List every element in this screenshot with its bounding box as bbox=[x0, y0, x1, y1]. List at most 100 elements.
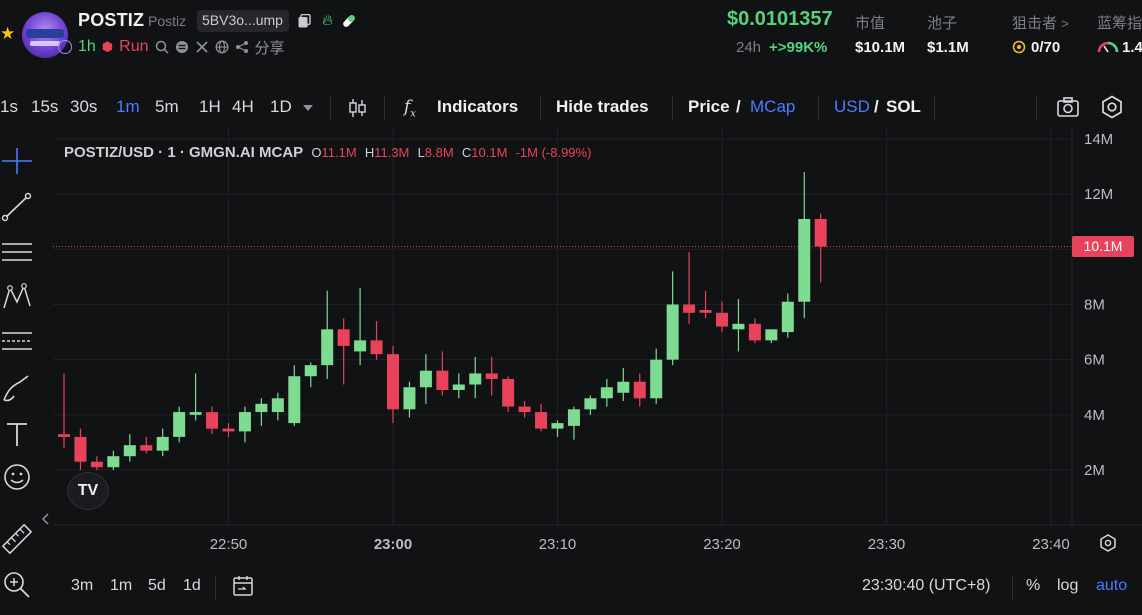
chevron-down-icon[interactable] bbox=[302, 103, 314, 113]
candle[interactable] bbox=[781, 293, 794, 338]
range-1d[interactable]: 1d bbox=[183, 577, 201, 594]
candle[interactable] bbox=[387, 345, 399, 424]
candle[interactable] bbox=[206, 406, 219, 435]
candle[interactable] bbox=[255, 398, 268, 426]
candle[interactable] bbox=[173, 406, 186, 443]
zoom-in-tool-icon[interactable] bbox=[0, 568, 34, 602]
candle[interactable] bbox=[90, 456, 103, 470]
candle[interactable] bbox=[666, 271, 679, 366]
candle[interactable] bbox=[748, 318, 761, 344]
x-twitter-icon[interactable] bbox=[195, 40, 209, 54]
candle[interactable] bbox=[452, 373, 465, 399]
favorite-star-icon[interactable]: ★ bbox=[0, 24, 16, 43]
ruler-tool-icon[interactable] bbox=[0, 522, 34, 556]
auto-scale-toggle[interactable]: auto bbox=[1096, 577, 1128, 594]
emoji-tool-icon[interactable] bbox=[0, 460, 34, 494]
brush-tool-icon[interactable] bbox=[0, 372, 34, 406]
mcap-toggle[interactable]: MCap bbox=[750, 97, 796, 116]
candle[interactable] bbox=[288, 365, 301, 426]
tradingview-logo[interactable]: TV bbox=[67, 472, 109, 510]
log-scale-toggle[interactable]: log bbox=[1057, 577, 1079, 594]
candle[interactable] bbox=[403, 381, 416, 418]
search-icon[interactable] bbox=[155, 40, 169, 54]
candle-body bbox=[321, 329, 334, 366]
copy-icon[interactable] bbox=[298, 14, 311, 28]
pattern-tool-icon[interactable] bbox=[0, 280, 34, 314]
candle[interactable] bbox=[732, 298, 745, 352]
candle[interactable] bbox=[370, 321, 383, 360]
candle[interactable] bbox=[716, 301, 728, 333]
candle[interactable] bbox=[798, 172, 811, 319]
indicators-fx-icon[interactable]: fx bbox=[404, 97, 416, 120]
interval-30s[interactable]: 30s bbox=[70, 97, 98, 116]
camera-icon[interactable] bbox=[1056, 96, 1080, 118]
price-toggle[interactable]: Price bbox=[688, 97, 730, 116]
token-address[interactable]: 5BV3o...ump bbox=[197, 10, 289, 32]
candle[interactable] bbox=[518, 401, 531, 418]
interval-4h[interactable]: 4H bbox=[232, 97, 254, 116]
candle[interactable] bbox=[271, 392, 284, 421]
candle[interactable] bbox=[633, 373, 646, 407]
interval-5m[interactable]: 5m bbox=[155, 97, 179, 116]
sol-toggle[interactable]: SOL bbox=[886, 97, 921, 116]
candle[interactable] bbox=[123, 434, 136, 462]
candle[interactable] bbox=[222, 423, 235, 437]
interval-1d[interactable]: 1D bbox=[270, 97, 292, 116]
usd-toggle[interactable]: USD bbox=[834, 97, 870, 116]
candle[interactable] bbox=[238, 406, 251, 443]
share-icon[interactable] bbox=[235, 40, 249, 54]
candle[interactable] bbox=[469, 356, 482, 399]
candlestick-type-icon[interactable] bbox=[348, 97, 368, 119]
candle[interactable] bbox=[683, 252, 696, 324]
candle[interactable] bbox=[337, 318, 350, 385]
candle[interactable] bbox=[650, 348, 663, 404]
candle[interactable] bbox=[140, 436, 153, 454]
candle[interactable] bbox=[419, 354, 432, 404]
interval-1s[interactable]: 1s bbox=[0, 97, 18, 116]
candlestick-chart[interactable]: 14M12M10M8M6M4M2M22:5023:0023:1023:2023:… bbox=[0, 128, 1142, 568]
trendline-tool-icon[interactable] bbox=[0, 190, 34, 224]
candle-body bbox=[304, 365, 317, 377]
candle[interactable] bbox=[436, 351, 449, 396]
candle[interactable] bbox=[584, 395, 597, 415]
crosshair-tool-icon[interactable] bbox=[0, 144, 34, 178]
interval-1h[interactable]: 1H bbox=[199, 97, 221, 116]
interval-15s[interactable]: 15s bbox=[31, 97, 59, 116]
globe-icon[interactable] bbox=[215, 40, 229, 54]
hide-trades-button[interactable]: Hide trades bbox=[556, 97, 649, 116]
share-label[interactable]: 分享 bbox=[254, 39, 285, 57]
candle[interactable] bbox=[814, 213, 827, 283]
settings-gear-icon[interactable] bbox=[1100, 95, 1124, 119]
candle[interactable] bbox=[304, 362, 317, 388]
axis-settings-icon[interactable] bbox=[1100, 534, 1116, 552]
candle[interactable] bbox=[321, 290, 334, 379]
candle[interactable] bbox=[765, 329, 778, 344]
interval-1m[interactable]: 1m bbox=[116, 97, 140, 116]
candle[interactable] bbox=[107, 450, 120, 470]
candle[interactable] bbox=[58, 373, 70, 448]
candle[interactable] bbox=[699, 290, 712, 319]
candle[interactable] bbox=[502, 376, 515, 413]
range-3m[interactable]: 3m bbox=[71, 577, 94, 594]
goto-date-icon[interactable] bbox=[231, 574, 255, 598]
collapse-arrow-icon[interactable] bbox=[40, 512, 52, 526]
horizontal-lines-tool-icon[interactable] bbox=[0, 236, 34, 270]
candle[interactable] bbox=[354, 287, 367, 366]
candle[interactable] bbox=[485, 356, 498, 396]
percent-scale-toggle[interactable]: % bbox=[1026, 577, 1041, 594]
candle[interactable] bbox=[74, 428, 87, 470]
indicators-button[interactable]: Indicators bbox=[437, 97, 519, 116]
candle[interactable] bbox=[617, 367, 630, 402]
text-tool-icon[interactable] bbox=[0, 418, 34, 452]
fib-retracement-tool-icon[interactable] bbox=[0, 326, 34, 360]
candle[interactable] bbox=[567, 406, 580, 440]
candle[interactable] bbox=[156, 428, 169, 457]
candle[interactable] bbox=[535, 403, 548, 432]
range-5d[interactable]: 5d bbox=[148, 577, 166, 594]
candle[interactable] bbox=[600, 378, 613, 407]
website-icon[interactable] bbox=[175, 40, 189, 54]
sniper-label[interactable]: 狙击者 > bbox=[1012, 12, 1069, 33]
range-1m[interactable]: 1m bbox=[110, 577, 133, 594]
candle[interactable] bbox=[189, 373, 202, 421]
candle[interactable] bbox=[551, 420, 564, 437]
